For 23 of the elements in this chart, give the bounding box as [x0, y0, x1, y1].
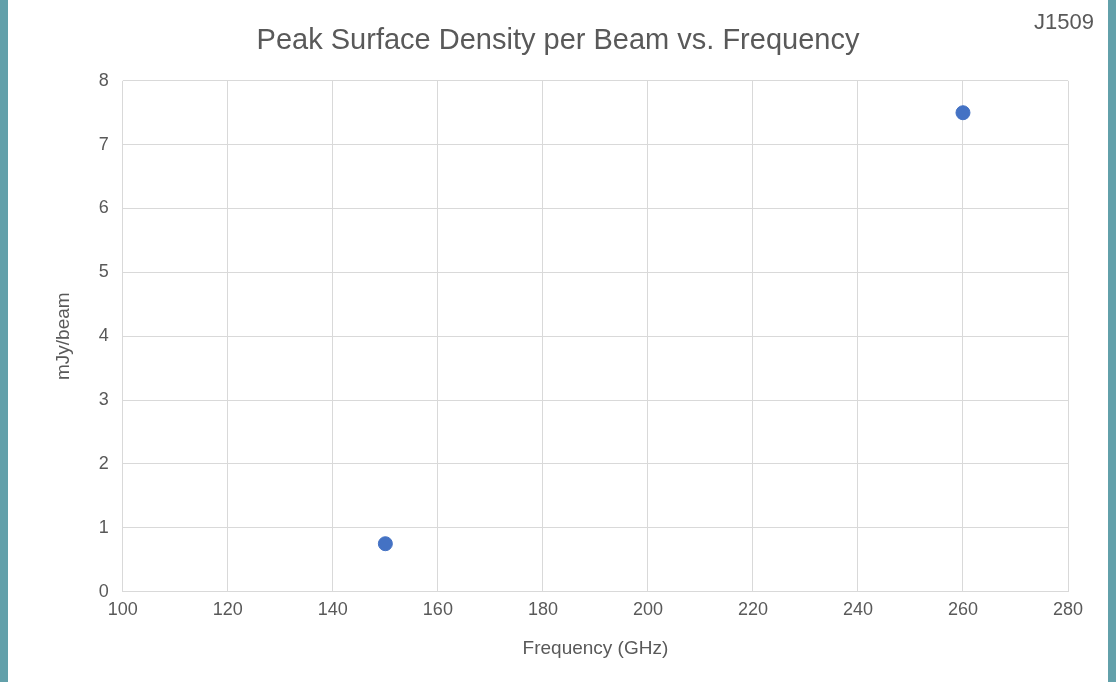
y-tick-label: 4	[98, 325, 109, 346]
y-tick-label: 1	[98, 516, 109, 537]
x-tick-label: 160	[422, 599, 453, 620]
chart-title: Peak Surface Density per Beam vs. Frequency	[256, 23, 860, 56]
x-tick-label: 220	[737, 599, 768, 620]
y-tick-label: 7	[98, 133, 109, 154]
y-axis-title: mJy/beam	[51, 292, 73, 381]
y-tick-label: 0	[98, 580, 109, 601]
x-tick-label: 140	[317, 599, 348, 620]
y-tick-label: 3	[98, 389, 109, 410]
x-tick-label: 180	[527, 599, 558, 620]
text: J1509	[1034, 9, 1094, 35]
x-tick-label: 240	[842, 599, 873, 620]
x-tick-label: 120	[212, 599, 243, 620]
y-tick-label: 6	[98, 197, 109, 218]
x-tick-label: 260	[947, 599, 978, 620]
y-tick-label: 5	[98, 261, 109, 282]
x-tick-label: 200	[632, 599, 663, 620]
x-axis-title: Frequency (GHz)	[522, 636, 669, 658]
y-tick-label: 2	[98, 452, 109, 473]
x-tick-label: 280	[1052, 599, 1084, 620]
y-tick-label: 8	[98, 69, 109, 90]
x-tick-label: 100	[107, 599, 138, 620]
